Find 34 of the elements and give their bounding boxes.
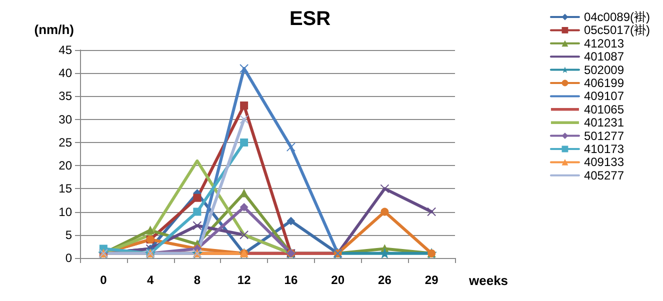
chart-title: ESR — [289, 8, 332, 30]
legend-label: 401065 — [584, 102, 624, 116]
legend-label: 405277 — [584, 168, 624, 182]
y-tick-label: 15 — [58, 182, 72, 196]
legend-label: 502009 — [584, 62, 624, 77]
y-tick-label: 20 — [58, 158, 72, 173]
y-tick-label: 35 — [58, 89, 72, 104]
x-tick-label: 26 — [378, 273, 392, 287]
y-tick-label: 40 — [58, 66, 72, 80]
legend-label: 409107 — [584, 89, 624, 104]
y-tick-label: 5 — [65, 228, 72, 242]
y-tick-label: 10 — [58, 204, 72, 219]
x-tick-label: 8 — [194, 273, 201, 287]
x-tick-label: 16 — [284, 273, 298, 287]
legend-label: 04c0089(褂) — [584, 10, 650, 24]
y-tick-label: 25 — [58, 135, 72, 150]
legend-label: 410173 — [584, 142, 624, 156]
legend-label: 412013 — [584, 36, 624, 50]
y-tick-label: 30 — [58, 112, 72, 126]
x-tick-label: 29 — [424, 273, 439, 287]
x-tick-label: 4 — [146, 273, 154, 287]
x-tick-label: 12 — [237, 273, 252, 287]
legend-label: 409133 — [584, 155, 624, 170]
legend-label: 406199 — [584, 76, 624, 90]
x-axis-title: weeks — [468, 273, 508, 288]
legend-label: 401087 — [584, 50, 624, 64]
y-tick-label: 0 — [65, 251, 72, 265]
legend-label: 05c5017(褂) — [584, 23, 650, 38]
y-tick-label: 45 — [58, 43, 72, 57]
y-axis-title: (nm/h) — [34, 22, 74, 37]
legend-label: 501277 — [584, 128, 624, 143]
legend-label: 401231 — [584, 116, 624, 130]
x-tick-label: 20 — [331, 273, 345, 287]
x-tick-label: 0 — [100, 273, 108, 287]
